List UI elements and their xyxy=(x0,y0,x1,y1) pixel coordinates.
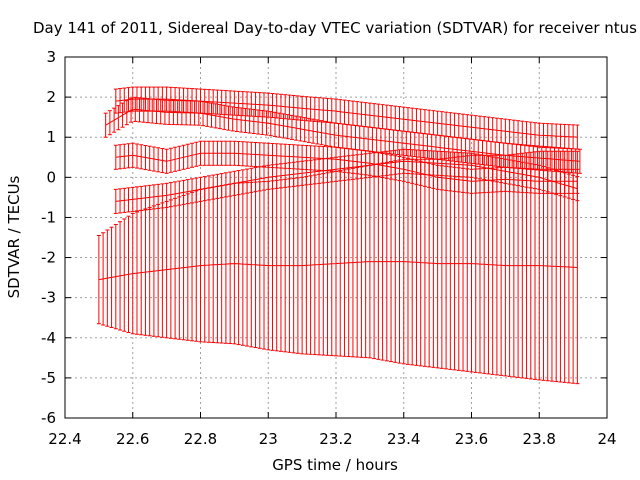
y-tick-label: -6 xyxy=(41,409,56,427)
y-axis-label: SDTVAR / TECUs xyxy=(5,175,23,298)
x-tick-label: 23.2 xyxy=(319,430,352,448)
tick-layer: 22.4 22.6 22.8 23 23.2 23.4 23.6 23.8 24-6-5-4-3… xyxy=(41,48,617,448)
y-tick-label: -2 xyxy=(41,249,56,267)
y-tick-label: -5 xyxy=(41,369,56,387)
series-PRN-b xyxy=(103,96,582,174)
series-line xyxy=(115,160,578,202)
series-PRN-e xyxy=(96,150,580,385)
y-tick-label: 2 xyxy=(46,88,56,106)
x-tick-label: 24 xyxy=(597,430,616,448)
y-tick-label: 1 xyxy=(46,128,56,146)
x-tick-label: 22.8 xyxy=(184,430,217,448)
x-axis-label: GPS time / hours xyxy=(272,456,398,474)
y-tick-label: -3 xyxy=(41,289,56,307)
x-tick-label: 23.6 xyxy=(455,430,488,448)
x-tick-label: 23.4 xyxy=(387,430,420,448)
x-tick-label: 22.6 xyxy=(116,430,149,448)
chart-title: Day 141 of 2011, Sidereal Day-to-day VTE… xyxy=(33,19,637,37)
y-tick-label: -4 xyxy=(41,329,56,347)
y-tick-label: -1 xyxy=(41,208,56,226)
series-line xyxy=(105,108,580,162)
series-layer xyxy=(96,86,582,385)
y-tick-label: 0 xyxy=(46,168,56,186)
x-tick-label: 23.8 xyxy=(523,430,556,448)
x-tick-label: 22.4 xyxy=(48,430,81,448)
x-tick-label: 23 xyxy=(259,430,278,448)
series-line xyxy=(115,152,578,182)
series-line xyxy=(98,261,578,281)
y-tick-label: 3 xyxy=(46,48,56,66)
